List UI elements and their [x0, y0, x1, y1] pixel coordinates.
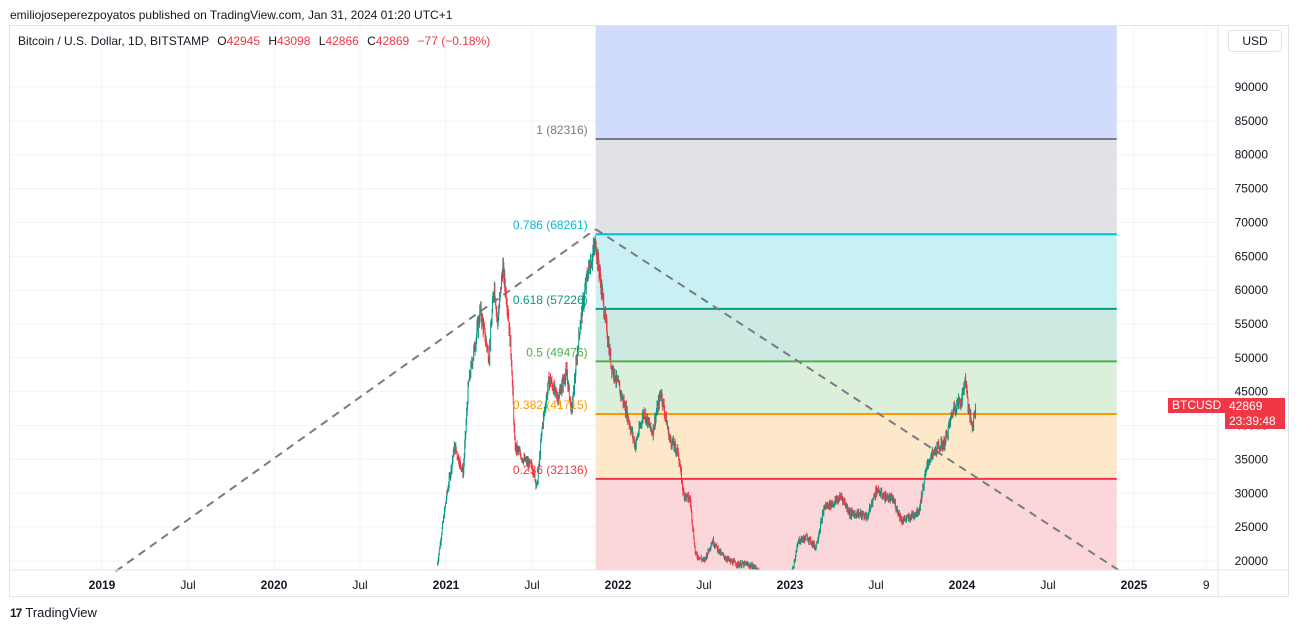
- fib-level-label: 1 (82316): [536, 123, 587, 137]
- price-tick-label: 70000: [1235, 215, 1269, 229]
- price-tick-label: 90000: [1235, 80, 1269, 94]
- time-tick-label: 2022: [605, 578, 632, 592]
- time-tick-label: 2023: [777, 578, 804, 592]
- trend-line: [115, 228, 597, 572]
- open-label: O: [217, 34, 227, 48]
- time-tick-label: Jul: [1040, 578, 1055, 592]
- close-label: C: [367, 34, 376, 48]
- fib-zone: [595, 308, 1117, 362]
- price-tick-label: 45000: [1235, 385, 1269, 399]
- high-value: 43098: [277, 34, 311, 48]
- fib-level-label: 0.382 (41715): [513, 398, 588, 412]
- time-tick-label: 9: [1203, 578, 1210, 592]
- time-tick-label: Jul: [696, 578, 711, 592]
- price-tick-label: 20000: [1235, 554, 1269, 568]
- change-value: −77 (−0.18%): [417, 34, 491, 48]
- fib-retracement: [595, 26, 1117, 570]
- time-tick-label: Jul: [352, 578, 367, 592]
- time-tick-label: Jul: [180, 578, 195, 592]
- open-value: 42945: [226, 34, 261, 48]
- fib-level-label: 0.786 (68261): [513, 218, 588, 232]
- price-tick-label: 85000: [1235, 114, 1269, 128]
- price-tick-label: 25000: [1235, 520, 1269, 534]
- high-label: H: [268, 34, 278, 48]
- chart-frame: [9, 25, 1289, 597]
- fib-zone: [595, 361, 1117, 414]
- trend-line: [595, 228, 1121, 572]
- time-tick-label: 2024: [949, 578, 976, 592]
- price-axis: 2000025000300003500040000450005000055000…: [1235, 80, 1269, 568]
- symbol-legend: Bitcoin / U.S. Dollar, 1D, BITSTAMP O429…: [18, 34, 490, 48]
- time-tick-label: Jul: [868, 578, 883, 592]
- price-tick-label: 60000: [1235, 283, 1269, 297]
- price-tick-label: 65000: [1235, 249, 1269, 263]
- price-tick-label: 30000: [1235, 486, 1269, 500]
- time-tick-label: Jul: [524, 578, 539, 592]
- fib-zone: [595, 139, 1117, 235]
- badge-symbol: BTCUSD: [1172, 398, 1222, 412]
- publisher-caption: emiliojoseperezpoyatos published on Trad…: [10, 8, 453, 22]
- low-label: L: [318, 34, 326, 48]
- currency-button[interactable]: USD: [1228, 30, 1282, 52]
- time-tick-label: 2019: [89, 578, 116, 592]
- fib-zone: [595, 413, 1117, 479]
- time-axis: 2019 Jul 2020 Jul 2021 Jul 2022 Jul 2023 Jul 2024 J…: [10, 26, 1288, 597]
- symbol-badge: BTCUSD: [1168, 398, 1226, 413]
- fib-zone: [595, 234, 1117, 309]
- low-value: 42866: [325, 34, 359, 48]
- price-tick-label: 80000: [1235, 148, 1269, 162]
- currency-label: USD: [1242, 34, 1268, 48]
- tradingview-logo-icon: 17: [10, 605, 22, 620]
- price-tick-label: 75000: [1235, 182, 1269, 196]
- badge-countdown: 23:39:48: [1229, 414, 1276, 428]
- footer-brand[interactable]: 17 TradingView: [10, 605, 97, 620]
- symbol-name: Bitcoin / U.S. Dollar, 1D, BITSTAMP: [18, 34, 209, 48]
- fib-labels: 1 (82316) 0.786 (68261) 0.618 (57226) 0.5 (…: [513, 123, 588, 477]
- price-tick-label: 35000: [1235, 452, 1269, 466]
- fib-level-label: 0.236 (32136): [513, 463, 588, 477]
- time-tick-label: 2025: [1121, 578, 1148, 592]
- candlestick-series: [436, 235, 977, 570]
- trend-lines: [115, 228, 1121, 572]
- fib-level-label: 0.5 (49476): [526, 345, 587, 359]
- fib-zone: [595, 478, 1117, 570]
- badge-price: 42869: [1229, 399, 1263, 413]
- price-tick-label: 50000: [1235, 351, 1269, 365]
- close-value: 42869: [375, 34, 410, 48]
- time-tick-label: 2020: [261, 578, 288, 592]
- fib-level-label: 0.618 (57226): [513, 293, 588, 307]
- brand-name: TradingView: [25, 605, 97, 620]
- fib-zone-top: [595, 26, 1117, 140]
- time-tick-label: 2021: [433, 578, 460, 592]
- price-tick-label: 55000: [1235, 317, 1269, 331]
- price-badge: 42869 23:39:48: [1225, 398, 1285, 429]
